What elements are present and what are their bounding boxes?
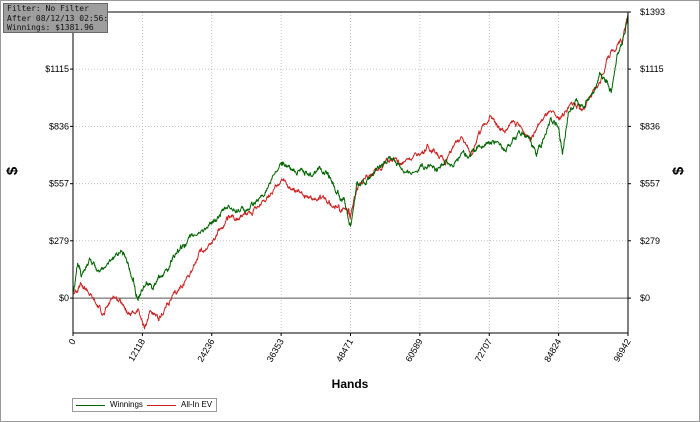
y-tick-label-right: $557: [640, 179, 660, 189]
y-tick-label-right: $0: [640, 293, 650, 303]
legend-label-allin-ev: All-In EV: [181, 400, 213, 409]
x-tick-label: 72707: [473, 337, 494, 364]
allin-ev-line: [72, 14, 629, 330]
x-tick-label: 84824: [542, 337, 563, 364]
x-tick-label: 60589: [403, 337, 424, 364]
x-tick-label: 12118: [126, 337, 147, 363]
legend: Winnings All-In EV: [72, 398, 217, 412]
plot-border: [72, 11, 629, 334]
grid: [73, 11, 628, 333]
y-tick-label-right: $836: [640, 121, 660, 131]
winnings-line: [72, 14, 629, 302]
x-tick-label: 0: [67, 337, 78, 346]
legend-label-winnings: Winnings: [110, 400, 143, 409]
x-tick-label: 48471: [334, 337, 355, 364]
y-tick-label-right: $1393: [640, 7, 665, 17]
legend-swatch-allin-ev: [147, 405, 176, 406]
filter-text: Filter: No Filter: [7, 4, 89, 13]
x-tick-label: 96942: [612, 337, 633, 364]
x-tick-label: 24236: [195, 337, 216, 364]
y-tick-label-left: $0: [59, 293, 69, 303]
y-tick-label-left: $836: [49, 121, 69, 131]
y-tick-label-left: $1115: [45, 64, 69, 74]
axes: [70, 11, 631, 336]
x-tick-label: 36353: [265, 337, 286, 364]
y-axis-label-right: $: [670, 166, 687, 175]
legend-swatch-winnings: [76, 405, 105, 406]
y-tick-label-right: $1115: [640, 64, 664, 74]
winnings-text: Winnings: $1381.96: [7, 23, 94, 32]
after-date-text: After 08/12/13 02:56:31: [7, 13, 107, 23]
y-tick-label-left: $279: [49, 236, 69, 246]
series-lines: [72, 14, 629, 330]
x-axis-label: Hands: [332, 377, 369, 391]
filter-info-box: Filter: No Filter After 08/12/13 02:56:3…: [3, 3, 108, 33]
y-axis-label-left: $: [4, 166, 21, 175]
y-tick-label-left: $557: [49, 179, 69, 189]
y-tick-label-right: $279: [640, 236, 660, 246]
